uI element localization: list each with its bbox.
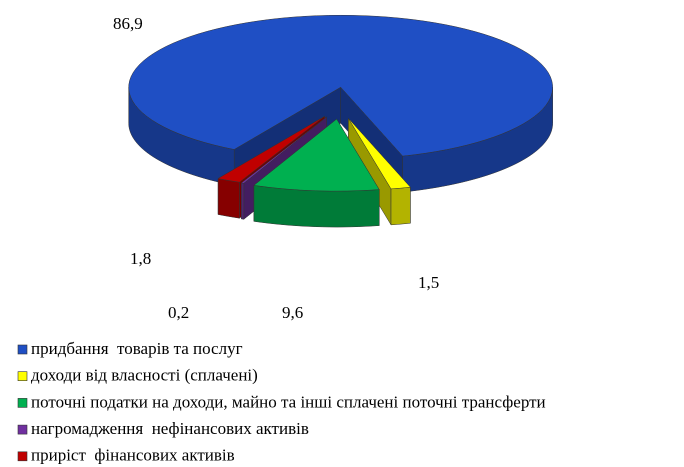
legend-label: нагромадження нефінансових активів	[31, 419, 309, 438]
slice	[348, 118, 411, 190]
data-label: 1,5	[418, 273, 439, 292]
legend-swatch	[17, 451, 28, 462]
legend-label: поточні податки на доходи, майно та інші…	[31, 392, 546, 411]
slice	[217, 116, 325, 183]
legend-swatch	[17, 424, 28, 435]
data-label: 86,9	[113, 14, 143, 33]
legend-swatch	[17, 371, 28, 382]
slice	[253, 118, 380, 192]
legend-label: доходи від власності (сплачені)	[31, 366, 258, 385]
slice-side	[390, 186, 411, 226]
data-label: 0,2	[168, 303, 189, 322]
slice-side	[253, 185, 380, 228]
data-label: 9,6	[282, 303, 303, 322]
slice	[240, 116, 327, 184]
legend-swatch	[17, 344, 28, 355]
legend-swatch	[17, 398, 28, 408]
legend-label: придбання товарів та послуг	[31, 339, 243, 358]
slice-side	[217, 178, 240, 219]
data-label: 1,8	[130, 249, 151, 268]
slice-side	[241, 182, 245, 220]
slice	[253, 118, 380, 228]
slice	[128, 14, 553, 157]
legend-label: приріст фінансових активів	[31, 446, 235, 465]
